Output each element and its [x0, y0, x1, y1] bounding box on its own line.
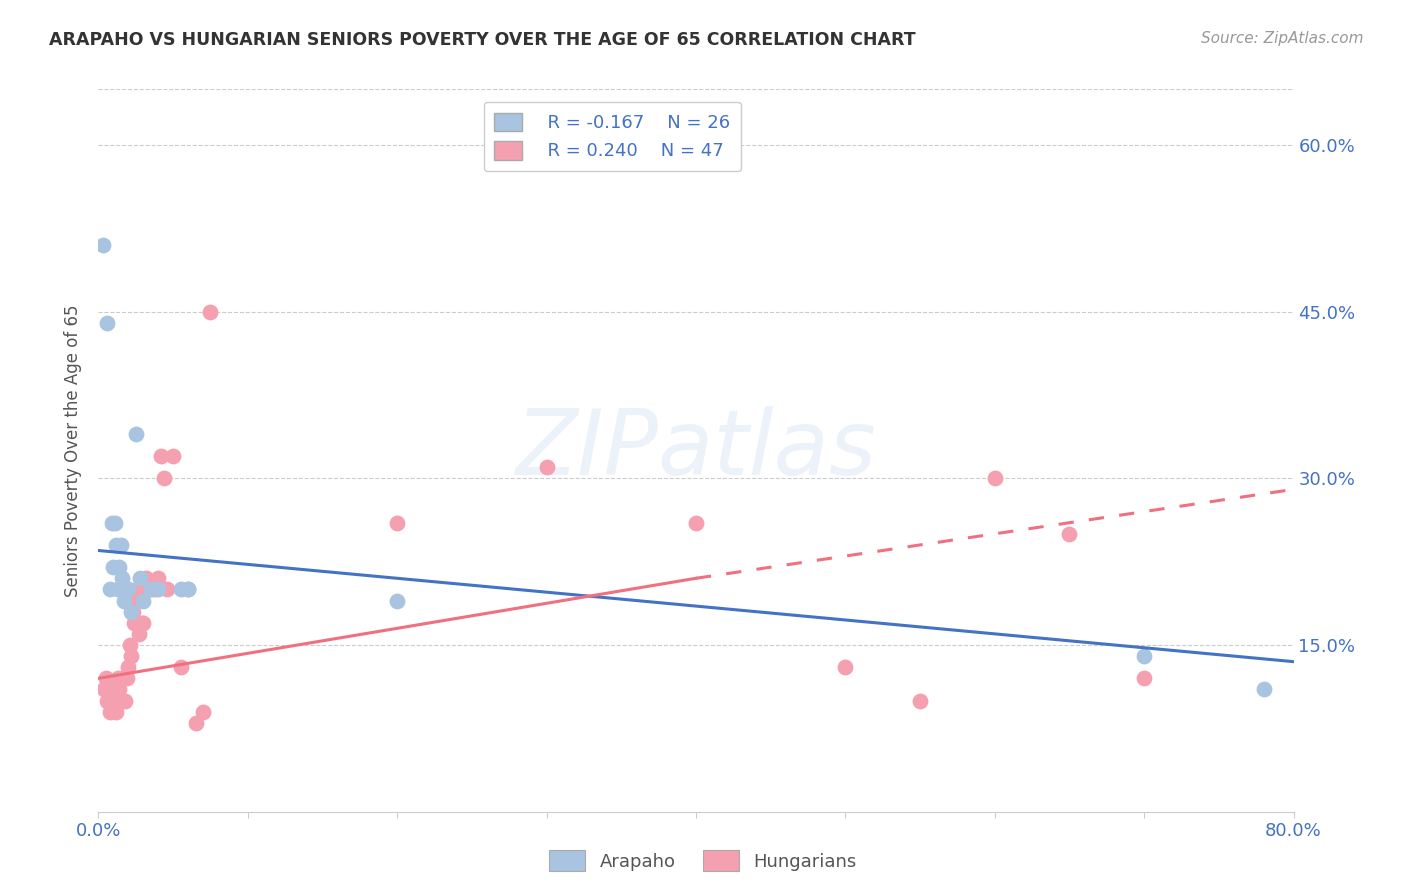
Point — [143, 582, 166, 597]
Point — [156, 582, 179, 597]
Point — [200, 304, 222, 318]
Point — [101, 682, 124, 697]
Point — [128, 627, 150, 641]
Point — [150, 449, 173, 463]
Text: Source: ZipAtlas.com: Source: ZipAtlas.com — [1201, 31, 1364, 46]
Point — [105, 705, 128, 719]
Point — [120, 605, 142, 619]
Point — [131, 615, 153, 630]
Point — [162, 449, 184, 463]
Point — [153, 471, 176, 485]
Point — [834, 660, 856, 674]
Point — [127, 582, 149, 597]
Point — [115, 582, 138, 597]
Point — [1133, 671, 1156, 685]
Point — [191, 705, 214, 719]
Point — [121, 605, 143, 619]
Point — [184, 715, 207, 730]
Point — [94, 671, 117, 685]
Point — [108, 560, 131, 574]
Point — [984, 471, 1007, 485]
Point — [110, 538, 132, 552]
Point — [111, 571, 134, 585]
Point — [120, 649, 142, 664]
Point — [148, 582, 170, 597]
Point — [1059, 526, 1081, 541]
Point — [117, 582, 139, 597]
Point — [117, 660, 139, 674]
Point — [93, 682, 115, 697]
Point — [132, 615, 155, 630]
Point — [103, 560, 125, 574]
Y-axis label: Seniors Poverty Over the Age of 65: Seniors Poverty Over the Age of 65 — [65, 304, 83, 597]
Point — [114, 693, 136, 707]
Point — [536, 460, 558, 475]
Legend:   R = -0.167    N = 26,   R = 0.240    N = 47: R = -0.167 N = 26, R = 0.240 N = 47 — [484, 102, 741, 171]
Point — [125, 593, 148, 607]
Point — [1253, 682, 1275, 697]
Legend: Arapaho, Hungarians: Arapaho, Hungarians — [543, 843, 863, 879]
Point — [107, 671, 129, 685]
Point — [129, 582, 152, 597]
Text: ARAPAHO VS HUNGARIAN SENIORS POVERTY OVER THE AGE OF 65 CORRELATION CHART: ARAPAHO VS HUNGARIAN SENIORS POVERTY OVE… — [49, 31, 915, 49]
Point — [110, 693, 132, 707]
Point — [98, 705, 122, 719]
Point — [112, 671, 135, 685]
Point — [112, 593, 135, 607]
Point — [108, 682, 131, 697]
Point — [125, 426, 148, 441]
Point — [908, 693, 931, 707]
Point — [1133, 649, 1156, 664]
Point — [135, 571, 157, 585]
Text: ZIPatlas: ZIPatlas — [516, 407, 876, 494]
Point — [385, 593, 409, 607]
Point — [115, 671, 138, 685]
Point — [107, 582, 129, 597]
Point — [101, 516, 124, 530]
Point — [177, 582, 200, 597]
Point — [385, 516, 409, 530]
Point — [104, 693, 127, 707]
Point — [98, 582, 122, 597]
Point — [177, 582, 200, 597]
Point — [96, 693, 118, 707]
Point — [129, 571, 152, 585]
Point — [118, 638, 141, 652]
Point — [111, 671, 134, 685]
Point — [148, 571, 170, 585]
Point — [96, 316, 118, 330]
Point — [103, 693, 125, 707]
Point — [132, 593, 155, 607]
Point — [114, 582, 136, 597]
Point — [124, 615, 146, 630]
Point — [91, 237, 114, 252]
Point — [169, 582, 191, 597]
Point — [104, 516, 127, 530]
Point — [685, 516, 707, 530]
Point — [139, 582, 162, 597]
Point — [139, 582, 162, 597]
Point — [169, 660, 191, 674]
Point — [105, 538, 128, 552]
